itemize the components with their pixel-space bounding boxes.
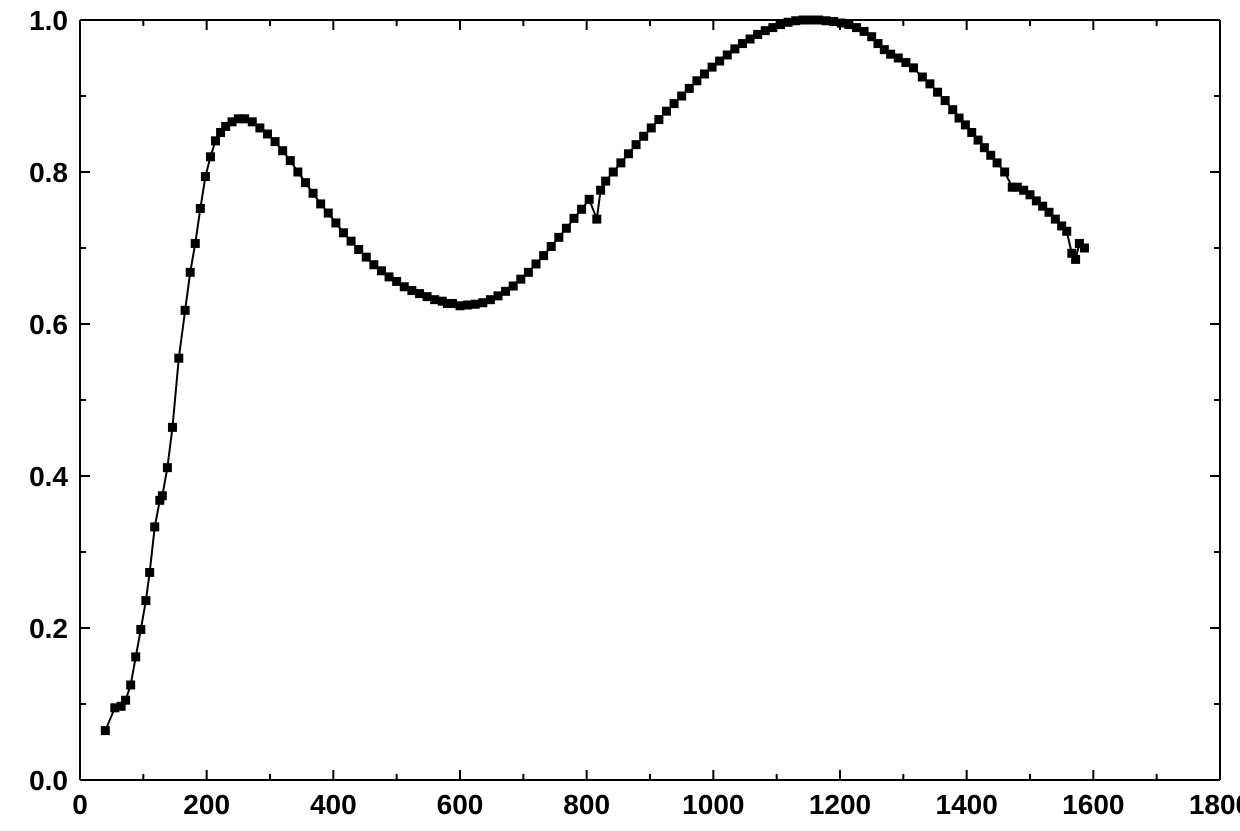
data-marker — [150, 522, 159, 531]
data-marker — [609, 168, 618, 177]
data-marker — [324, 209, 333, 218]
data-marker — [570, 214, 579, 223]
data-marker — [554, 233, 563, 242]
data-marker — [206, 152, 215, 161]
data-marker — [1080, 244, 1089, 253]
data-marker — [136, 625, 145, 634]
data-marker — [174, 354, 183, 363]
data-marker — [286, 156, 295, 165]
data-marker — [168, 423, 177, 432]
data-marker — [624, 149, 633, 158]
x-tick-label: 200 — [183, 789, 230, 820]
chart-svg: 0 200 400 600 800 1000 1200 1400 1600 1800 0.0 0.2 0… — [0, 0, 1240, 831]
data-marker — [539, 251, 548, 260]
data-marker — [309, 189, 318, 198]
data-marker — [925, 79, 934, 88]
data-marker — [271, 137, 280, 146]
data-marker — [647, 123, 656, 132]
data-marker — [331, 218, 340, 227]
data-marker — [601, 177, 610, 186]
y-tick-label: 0.6 — [29, 309, 68, 340]
data-marker — [596, 186, 605, 195]
data-marker — [278, 146, 287, 155]
data-marker — [126, 681, 135, 690]
data-marker — [347, 237, 356, 246]
data-marker — [1071, 255, 1080, 264]
data-marker — [562, 224, 571, 233]
data-marker — [948, 105, 957, 114]
data-marker — [585, 195, 594, 204]
x-tick-label: 600 — [437, 789, 484, 820]
data-marker — [131, 652, 140, 661]
data-marker — [616, 158, 625, 167]
data-marker — [121, 696, 130, 705]
data-marker — [577, 205, 586, 214]
data-marker — [191, 239, 200, 248]
data-marker — [909, 63, 918, 72]
data-marker — [186, 268, 195, 277]
x-tick-label: 0 — [72, 789, 88, 820]
y-tick-label: 0.8 — [29, 157, 68, 188]
y-tick-label: 0.4 — [29, 461, 68, 492]
data-marker — [532, 259, 541, 268]
data-marker — [941, 96, 950, 105]
data-marker — [1000, 168, 1009, 177]
data-marker — [547, 242, 556, 251]
data-marker — [339, 228, 348, 237]
data-marker — [158, 491, 167, 500]
data-marker — [639, 132, 648, 141]
data-marker — [145, 568, 154, 577]
data-marker — [101, 726, 110, 735]
data-marker — [211, 136, 220, 145]
data-marker — [293, 168, 302, 177]
data-marker — [933, 88, 942, 97]
chart-container: 0 200 400 600 800 1000 1200 1400 1600 1800 0.0 0.2 0… — [0, 0, 1240, 831]
x-tick-label: 1400 — [936, 789, 998, 820]
data-marker — [316, 199, 325, 208]
y-tick-label: 1.0 — [29, 5, 68, 36]
data-marker — [141, 596, 150, 605]
data-marker — [201, 172, 210, 181]
x-tick-label: 1000 — [682, 789, 744, 820]
data-marker — [632, 140, 641, 149]
data-marker — [163, 463, 172, 472]
x-tick-label: 1800 — [1189, 789, 1240, 820]
y-tick-label: 0.2 — [29, 613, 68, 644]
x-tick-label: 1200 — [809, 789, 871, 820]
x-tick-label: 800 — [563, 789, 610, 820]
data-marker — [993, 158, 1002, 167]
y-tick-label: 0.0 — [29, 765, 68, 796]
data-marker — [196, 204, 205, 213]
data-marker — [524, 268, 533, 277]
x-tick-label: 1600 — [1062, 789, 1124, 820]
data-marker — [1062, 227, 1071, 236]
data-marker — [301, 178, 310, 187]
data-marker — [592, 215, 601, 224]
data-marker — [181, 306, 190, 315]
x-tick-label: 400 — [310, 789, 357, 820]
data-marker — [654, 115, 663, 124]
